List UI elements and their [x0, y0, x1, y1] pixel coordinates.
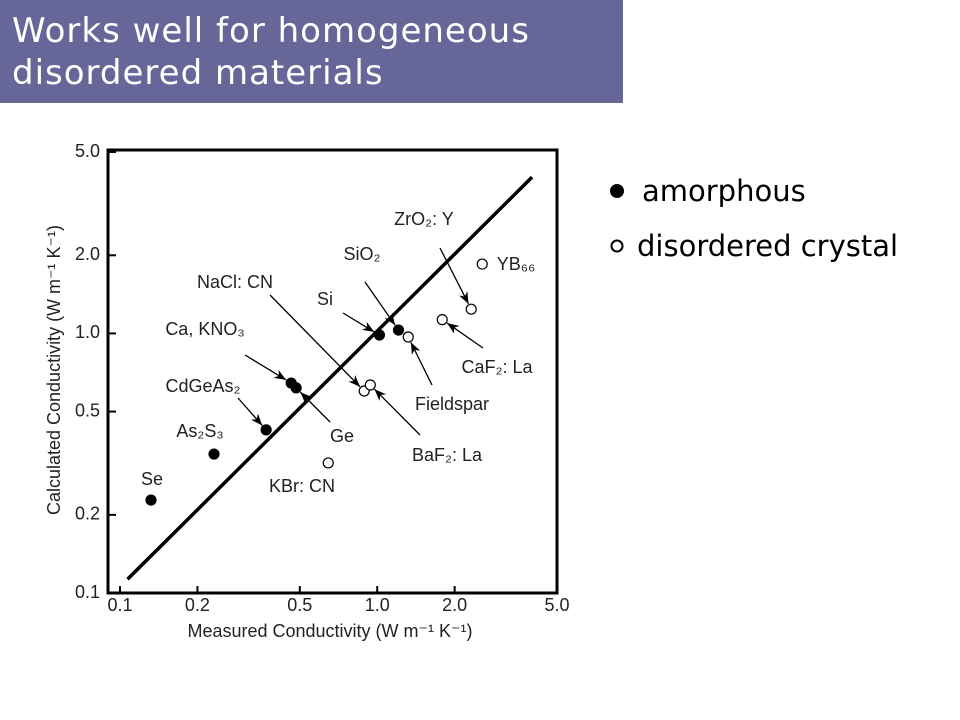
point-label: CdGeAs₂ — [165, 376, 240, 396]
pointer-arrow — [299, 391, 331, 423]
fit-line — [126, 175, 534, 581]
y-axis-label: Calculated Conductivity (W m⁻¹ K⁻¹) — [44, 225, 64, 515]
pointer-arrow — [446, 322, 484, 349]
pointer-arrow — [374, 388, 421, 436]
data-point — [392, 324, 405, 336]
data-point — [402, 331, 414, 343]
data-point — [465, 303, 477, 315]
point-label: Fieldspar — [415, 394, 489, 414]
point-label: CaF₂: La — [461, 357, 533, 377]
slide-title: Works well for homogeneous disordered ma… — [12, 11, 530, 93]
y-tick-label: 5.0 — [75, 141, 100, 161]
point-label: Si — [317, 289, 333, 309]
x-axis-label: Measured Conductivity (W m⁻¹ K⁻¹) — [187, 621, 472, 641]
pointer-arrow — [364, 281, 396, 326]
point-label: Ca, KNO₃ — [165, 319, 244, 339]
pointer-arrow — [237, 397, 263, 426]
data-point — [260, 424, 272, 436]
legend-marker — [610, 184, 624, 198]
point-label: As₂S₃ — [176, 421, 223, 441]
x-tick-label: 0.1 — [107, 595, 132, 615]
pointer-arrow — [269, 294, 361, 388]
data-point — [145, 494, 157, 506]
point-label: NaCl: CN — [197, 272, 273, 292]
point-label: BaF₂: La — [412, 445, 483, 465]
data-point — [322, 457, 334, 469]
x-tick-label: 2.0 — [442, 595, 467, 615]
x-tick-label: 0.2 — [185, 595, 210, 615]
data-point — [373, 329, 386, 341]
data-point — [436, 314, 448, 326]
data-point — [476, 258, 488, 270]
plot-frame — [106, 148, 559, 595]
y-tick-label: 0.2 — [75, 504, 100, 524]
x-tick-label: 1.0 — [365, 595, 390, 615]
y-tick-label: 1.0 — [75, 322, 100, 342]
y-tick-label: 0.5 — [75, 400, 100, 420]
point-label: KBr: CN — [269, 476, 335, 496]
point-label: ZrO₂: Y — [394, 209, 454, 229]
pointer-arrow — [342, 312, 375, 333]
title-bar: Works well for homogeneous disordered ma… — [0, 0, 623, 103]
y-tick-label: 2.0 — [75, 244, 100, 264]
point-label: SiO₂ — [344, 244, 381, 264]
pointer-arrow — [410, 342, 433, 386]
x-tick-label: 0.5 — [287, 595, 312, 615]
pointer-arrow — [244, 354, 287, 381]
pointer-arrow — [439, 247, 470, 305]
point-label: YB₆₆ — [497, 254, 536, 274]
y-tick-label: 0.1 — [75, 582, 100, 602]
legend-marker — [610, 239, 624, 253]
data-point — [364, 379, 376, 391]
data-point — [290, 382, 302, 394]
point-label: Ge — [330, 426, 354, 446]
legend-label: amorphous — [642, 174, 806, 208]
legend-label: disordered crystal — [637, 229, 898, 263]
x-tick-label: 5.0 — [544, 595, 569, 615]
data-point — [208, 448, 220, 460]
point-label: Se — [141, 469, 163, 489]
